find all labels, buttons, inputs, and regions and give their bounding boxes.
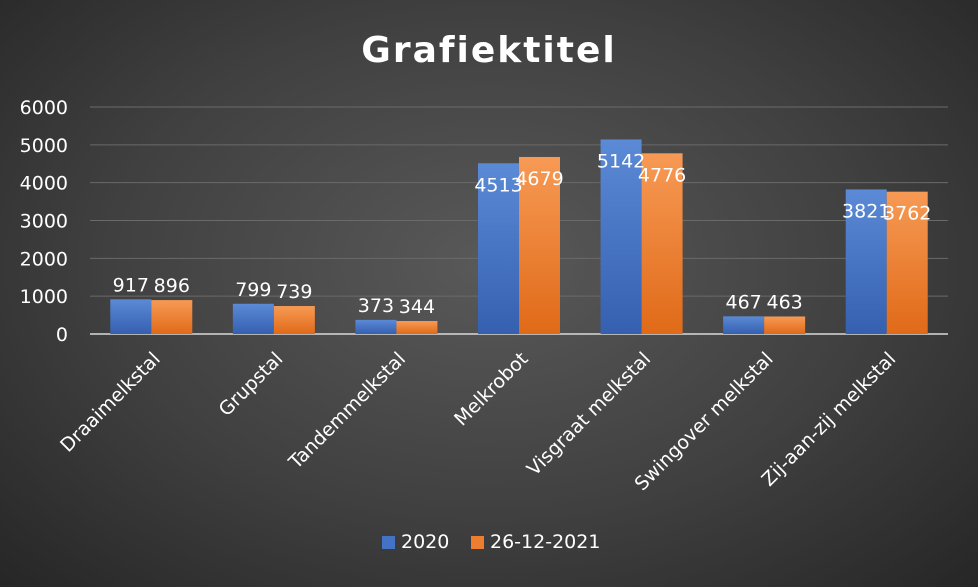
data-label: 4679 (515, 168, 563, 190)
bar-series-1 (723, 316, 765, 334)
y-tick-label: 2000 (20, 248, 68, 270)
chart-title: Grafiektitel (361, 30, 616, 71)
legend-swatch (382, 536, 395, 549)
bar-series-2 (519, 156, 560, 334)
y-tick-label: 6000 (20, 97, 68, 119)
x-category-label: Grupstal (215, 348, 288, 421)
bar-series-2 (396, 320, 438, 334)
bar-series-1 (232, 303, 274, 334)
bar-series-1 (355, 319, 397, 334)
y-tick-label: 0 (56, 324, 68, 346)
y-tick-label: 5000 (20, 135, 68, 157)
bar-series-1 (600, 139, 642, 334)
y-tick-label: 3000 (20, 211, 68, 233)
data-label: 896 (154, 275, 190, 297)
y-axis-ticks: 0 1000 2000 3000 4000 5000 6000 (20, 97, 68, 346)
data-label: 4776 (638, 164, 686, 186)
data-label: 3821 (842, 200, 890, 222)
x-category-label: Swingover melkstal (631, 348, 778, 495)
data-label: 373 (358, 295, 394, 317)
x-category-label: Zij-aan-zij melkstal (757, 348, 900, 491)
legend: 2020 26-12-2021 (382, 531, 600, 553)
x-category-label: Tandemmelkstal (284, 348, 410, 474)
y-tick-label: 4000 (20, 173, 68, 195)
data-label: 739 (276, 281, 312, 303)
legend-label: 26-12-2021 (490, 531, 600, 553)
bar-series-2 (151, 300, 193, 334)
bars (110, 139, 928, 334)
bar-series-1 (110, 299, 152, 334)
data-label: 3762 (883, 203, 931, 225)
bar-series-2 (273, 306, 315, 334)
data-label: 917 (113, 274, 149, 296)
data-label: 467 (726, 291, 762, 313)
x-category-label: Melkrobot (450, 348, 532, 430)
x-category-label: Visgraat melkstal (523, 348, 655, 480)
data-labels: 917 799 373 4513 5142 467 3821 896 739 344 4679 477… (113, 150, 932, 318)
bar-series-1 (845, 189, 887, 334)
data-label: 4513 (474, 174, 522, 196)
bar-series-1 (478, 163, 519, 334)
legend-label: 2020 (401, 531, 449, 553)
y-tick-label: 1000 (20, 286, 68, 308)
data-label: 344 (399, 296, 435, 318)
data-label: 799 (235, 279, 271, 301)
bar-series-2 (886, 191, 928, 334)
data-label: 463 (767, 291, 803, 313)
x-category-label: Draaimelkstal (56, 348, 165, 457)
data-label: 5142 (597, 150, 645, 172)
bar-series-2 (764, 316, 806, 334)
bar-series-2 (641, 153, 683, 334)
legend-swatch (471, 536, 484, 549)
